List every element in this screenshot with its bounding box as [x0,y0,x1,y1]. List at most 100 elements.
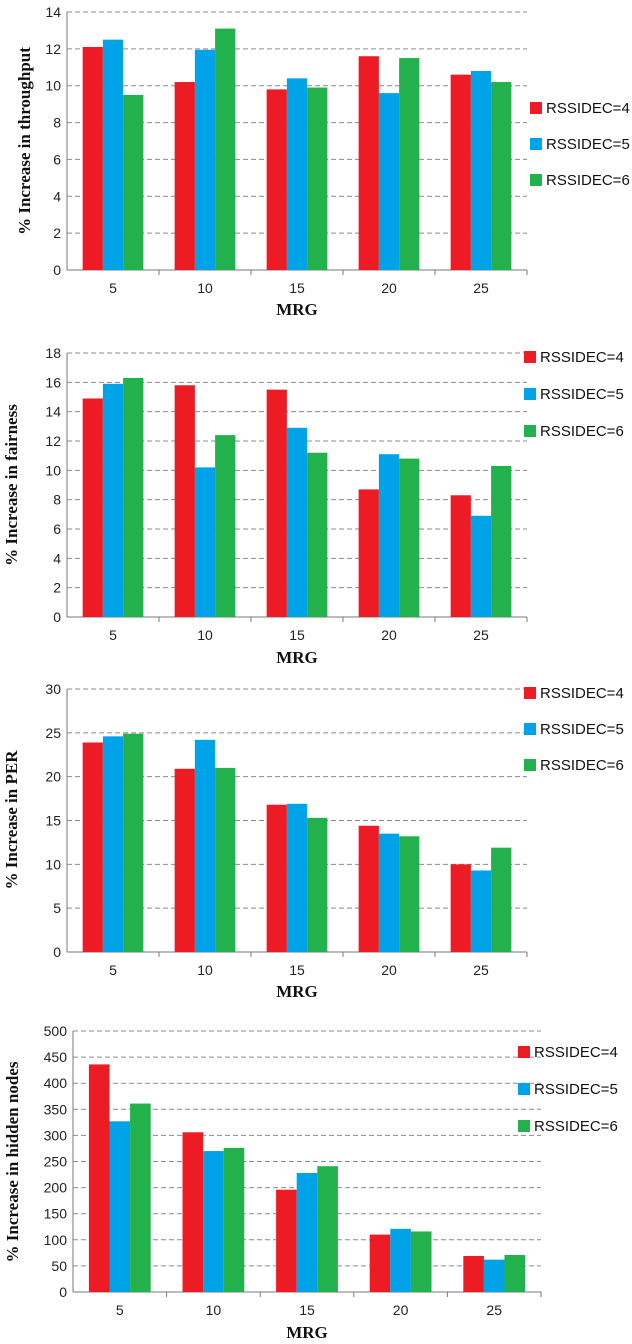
x-tick-label: 10 [197,280,213,296]
legend-label: RSSIDEC=5 [546,136,630,153]
y-tick-label: 0 [53,609,61,625]
legend-swatch [524,388,536,400]
y-tick-label: 14 [45,404,61,420]
bar-rssidec-5-mrg-25 [470,515,492,617]
y-tick-label: 4 [53,550,61,566]
legend-label: RSSIDEC=6 [534,1118,618,1135]
bar-rssidec-6-mrg-25 [491,465,512,617]
bar-rssidec-5-mrg-25 [470,70,492,270]
bar-rssidec-5-mrg-10 [194,49,216,271]
bar-rssidec-4-mrg-15 [266,389,287,617]
y-tick-label: 30 [45,681,61,697]
y-axis-title: % Increase in fairness [2,404,21,566]
bar-rssidec-5-mrg-10 [203,1151,224,1292]
x-tick-label: 20 [381,627,397,643]
bar-rssidec-4-mrg-25 [450,74,471,271]
y-tick-label: 5 [53,900,61,916]
bar-rssidec-4-mrg-10 [182,1132,204,1292]
x-axis-title: MRG [276,648,318,667]
legend-swatch [524,759,536,771]
y-tick-label: 12 [45,433,61,449]
x-tick-label: 5 [116,1302,124,1318]
bar-rssidec-5-mrg-25 [483,1259,505,1292]
bar-rssidec-4-mrg-5 [88,1064,110,1292]
y-tick-label: 500 [44,1023,68,1039]
bar-rssidec-4-mrg-20 [358,825,379,952]
x-tick-label: 10 [197,962,213,978]
x-axis-title: MRG [286,1323,328,1342]
bar-rssidec-5-mrg-10 [194,467,216,617]
legend-label: RSSIDEC=5 [540,721,624,738]
y-tick-label: 15 [45,813,61,829]
bar-rssidec-5-mrg-20 [390,1228,411,1292]
bar-rssidec-6-mrg-10 [215,767,236,952]
y-tick-label: 150 [44,1206,68,1222]
bar-rssidec-6-mrg-20 [399,58,420,271]
legend-swatch [524,425,536,437]
hidden-nodes-chart: 0 50 100 150 200 250 300 350 400 450 500 5 10 15 20 25 M… [3,1023,618,1342]
y-tick-label: 14 [45,4,61,20]
legend-swatch [530,102,542,114]
x-tick-label: 5 [109,962,117,978]
bar-rssidec-4-mrg-10 [174,768,195,952]
bar-rssidec-6-mrg-20 [399,836,420,952]
bar-rssidec-5-mrg-5 [109,1121,131,1292]
legend-swatch [518,1046,530,1058]
y-tick-label: 2 [53,580,61,596]
y-tick-label: 0 [53,944,61,960]
legend-label: RSSIDEC=6 [540,423,624,440]
bar-rssidec-6-mrg-10 [215,435,236,617]
x-tick-label: 15 [299,1302,315,1318]
bar-rssidec-4-mrg-25 [450,495,471,617]
bar-rssidec-6-mrg-25 [491,847,512,952]
x-tick-label: 10 [206,1302,222,1318]
bar-rssidec-6-mrg-25 [491,82,512,271]
y-tick-label: 12 [45,41,61,57]
legend-label: RSSIDEC=4 [546,100,630,117]
bar-rssidec-4-mrg-5 [82,742,103,952]
y-axis-title: % Increase in hidden nodes [3,1061,22,1262]
x-tick-label: 15 [289,962,305,978]
bar-rssidec-5-mrg-15 [286,78,308,270]
legend-label: RSSIDEC=5 [540,386,624,403]
bar-rssidec-6-mrg-5 [130,1103,151,1292]
y-tick-label: 10 [45,462,61,478]
legend-label: RSSIDEC=4 [540,685,624,702]
y-tick-label: 350 [44,1101,68,1117]
fairness-chart: 0 2 4 6 8 10 12 14 16 18 5 10 15 20 25 MRG % Increase in… [2,345,624,667]
bar-rssidec-4-mrg-20 [358,56,379,270]
x-axis-title: MRG [276,300,318,319]
legend-label: RSSIDEC=6 [546,172,630,189]
y-tick-label: 0 [59,1284,67,1300]
bar-rssidec-6-mrg-10 [215,28,236,271]
bar-rssidec-6-mrg-15 [317,1166,338,1292]
y-tick-label: 400 [44,1075,68,1091]
bar-rssidec-4-mrg-20 [369,1234,391,1292]
bar-rssidec-4-mrg-15 [266,804,287,952]
y-tick-label: 4 [53,188,61,204]
y-tick-label: 6 [53,151,61,167]
bar-rssidec-6-mrg-15 [307,87,328,270]
x-tick-label: 25 [486,1302,502,1318]
bar-rssidec-6-mrg-5 [123,733,144,952]
y-tick-label: 10 [45,856,61,872]
y-tick-label: 8 [53,115,61,131]
bar-rssidec-5-mrg-15 [286,803,308,952]
bar-rssidec-5-mrg-10 [194,739,216,952]
per-chart: 0 5 10 15 20 25 30 5 10 15 20 25 MRG % Increase in PE… [2,681,624,1001]
bar-rssidec-5-mrg-25 [470,870,492,952]
bar-rssidec-5-mrg-5 [102,39,124,271]
y-tick-label: 6 [53,521,61,537]
legend-swatch [524,723,536,735]
bar-rssidec-4-mrg-10 [174,82,195,271]
bar-rssidec-6-mrg-20 [399,458,420,617]
y-tick-label: 2 [53,225,61,241]
y-tick-label: 0 [53,262,61,278]
y-tick-label: 10 [45,78,61,94]
legend-label: RSSIDEC=4 [540,349,624,366]
x-tick-label: 15 [289,627,305,643]
y-tick-label: 16 [45,374,61,390]
bar-rssidec-5-mrg-5 [102,736,124,952]
bar-rssidec-4-mrg-25 [463,1255,484,1292]
legend-label: RSSIDEC=6 [540,757,624,774]
